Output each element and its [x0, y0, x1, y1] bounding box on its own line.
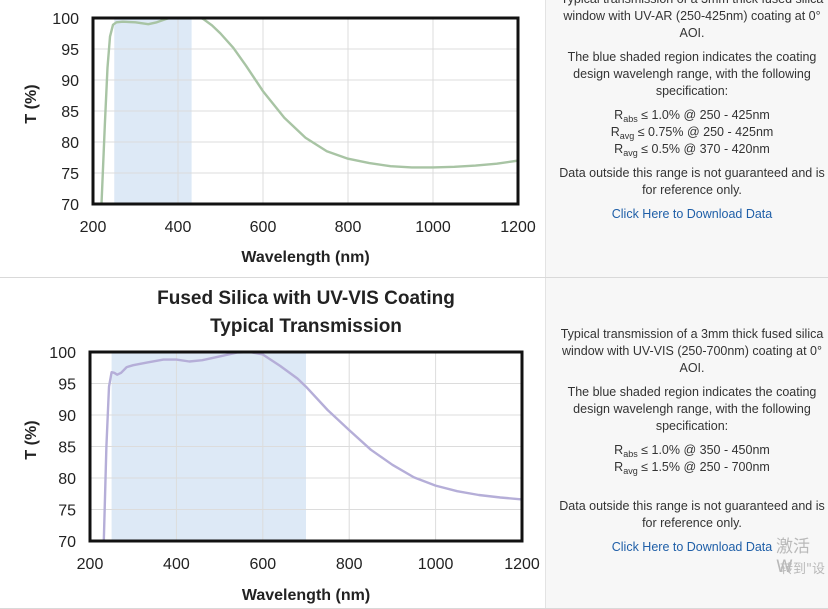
spec-item: Rabs ≤ 1.0% @ 350 - 450nm [614, 443, 770, 459]
transmission-series-line [100, 18, 518, 204]
description-cell: Typical transmission of a 3mm thick fuse… [546, 0, 828, 277]
shade-note: The blue shaded region indicates the coa… [567, 385, 817, 433]
description-cell: Typical transmission of a 3mm thick fuse… [546, 278, 828, 608]
y-axis-label: T (%) [23, 420, 40, 459]
download-data-link[interactable]: Click Here to Download Data [611, 207, 773, 221]
spec-list: Rabs ≤ 1.0% @ 350 - 450nm Ravg ≤ 1.5% @ 2… [558, 442, 826, 476]
y-tick-label: 100 [49, 345, 76, 362]
spec-list: Rabs ≤ 1.0% @ 250 - 425nm Ravg ≤ 0.75% @ … [558, 107, 826, 158]
x-tick-label: 200 [77, 556, 104, 573]
y-tick-label: 70 [61, 197, 79, 214]
x-axis-label: Wavelength (nm) [241, 249, 369, 266]
y-tick-label: 90 [61, 73, 79, 90]
plot-frame [91, 16, 520, 206]
x-tick-label: 200 [80, 219, 107, 236]
chart-cell: 70 75 80 85 90 95 100 200 400 600 800 1000 1200 Wavel… [0, 278, 546, 608]
chart-row-uv-vis: 70 75 80 85 90 95 100 200 400 600 800 1000 1200 Wavel… [0, 278, 828, 609]
x-tick-label: 1200 [504, 556, 540, 573]
y-tick-label: 80 [58, 471, 76, 488]
disclaimer-text: Data outside this range is not guarantee… [559, 499, 825, 530]
x-tick-label: 600 [250, 219, 277, 236]
intro-text: Typical transmission of a 3mm thick fuse… [561, 0, 824, 40]
activation-watermark: 激活 W [776, 537, 810, 577]
chart-row-uv-ar: 70 75 80 85 90 95 100 200 400 600 800 1000 1200 Wavel… [0, 0, 828, 278]
x-tick-label: 600 [249, 556, 276, 573]
y-tick-label: 75 [61, 166, 79, 183]
transmission-chart-uv-ar: 70 75 80 85 90 95 100 200 400 600 800 1000 1200 Wavel… [23, 11, 536, 266]
x-tick-label: 1200 [500, 219, 536, 236]
y-tick-label: 90 [58, 408, 76, 425]
x-tick-label: 800 [336, 556, 363, 573]
spec-item: Ravg ≤ 1.5% @ 250 - 700nm [614, 460, 770, 476]
x-tick-label: 1000 [415, 219, 451, 236]
x-axis-label: Wavelength (nm) [242, 587, 370, 604]
shade-note: The blue shaded region indicates the coa… [567, 50, 817, 98]
y-tick-label: 85 [61, 104, 79, 121]
chart-subtitle: Typical Transmission [210, 316, 402, 337]
y-tick-label: 100 [52, 11, 79, 28]
y-tick-label: 85 [58, 440, 76, 457]
spec-item: Ravg ≤ 0.5% @ 370 - 420nm [614, 142, 770, 158]
y-axis-label: T (%) [23, 84, 40, 123]
x-tick-label: 800 [335, 219, 362, 236]
x-tick-label: 400 [165, 219, 192, 236]
y-tick-label: 95 [58, 377, 76, 394]
intro-text: Typical transmission of a 3mm thick fuse… [560, 327, 824, 375]
x-tick-label: 1000 [418, 556, 454, 573]
disclaimer-text: Data outside this range is not guarantee… [559, 166, 825, 197]
spec-panel: Typical transmission of a 3mm thick fuse… [558, 0, 826, 230]
chart-cell: 70 75 80 85 90 95 100 200 400 600 800 1000 1200 Wavel… [0, 0, 546, 277]
y-tick-label: 70 [58, 534, 76, 551]
spec-item: Ravg ≤ 0.75% @ 250 - 425nm [610, 125, 774, 141]
y-tick-label: 95 [61, 42, 79, 59]
activation-watermark-sub: 转到"设 [780, 562, 825, 577]
transmission-chart-uv-vis: 70 75 80 85 90 95 100 200 400 600 800 1000 1200 Wavel… [23, 288, 540, 604]
plot-frame [88, 350, 524, 543]
spec-panel: Typical transmission of a 3mm thick fuse… [558, 326, 826, 563]
y-tick-label: 75 [58, 503, 76, 520]
x-tick-label: 400 [163, 556, 190, 573]
download-data-link[interactable]: Click Here to Download Data [611, 540, 773, 554]
spec-item: Rabs ≤ 1.0% @ 250 - 425nm [614, 108, 770, 124]
chart-title: Fused Silica with UV-VIS Coating [157, 288, 455, 309]
y-tick-label: 80 [61, 135, 79, 152]
